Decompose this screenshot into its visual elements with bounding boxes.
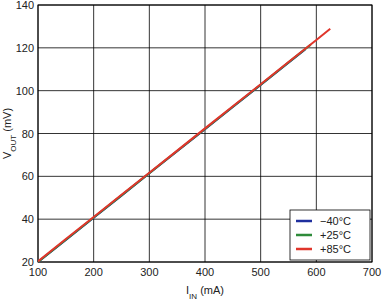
y-tick-label: 120: [16, 42, 34, 54]
label-part: (mA): [197, 284, 224, 296]
x-tick-label: 200: [84, 266, 102, 278]
x-tick-label: 700: [363, 266, 381, 278]
label-part: OUT: [9, 135, 18, 152]
y-tick-label: 100: [16, 85, 34, 97]
label-part: (mV): [1, 108, 13, 135]
x-axis-label: IIN (mA): [186, 284, 224, 300]
y-tick-label: 80: [22, 128, 34, 140]
x-tick-label: 300: [140, 266, 158, 278]
grid-line-y: [38, 176, 372, 177]
legend-label: +25°C: [320, 229, 351, 241]
grid-line-y: [38, 90, 372, 91]
lines: [38, 29, 330, 262]
legend-swatch: [296, 248, 312, 251]
series-line: [38, 29, 330, 262]
y-tick-label: 140: [16, 0, 34, 11]
legend-swatch: [296, 234, 312, 237]
x-tick-label: 400: [196, 266, 214, 278]
x-tick-label: 600: [307, 266, 325, 278]
grid-line-y: [38, 133, 372, 134]
legend-swatch: [296, 220, 312, 223]
label-part: IN: [189, 292, 197, 300]
y-axis-label: VOUT (mV): [1, 108, 18, 159]
grid-line-y: [38, 47, 372, 48]
y-tick-label: 40: [22, 213, 34, 225]
legend-label: +85°C: [320, 243, 351, 255]
y-tick-label: 20: [22, 256, 34, 268]
y-tick-label: 60: [22, 170, 34, 182]
legend: −40°C +25°C +85°C: [290, 210, 370, 260]
x-tick-label: 500: [251, 266, 269, 278]
plot-frame: [38, 5, 372, 262]
legend-label: −40°C: [320, 215, 351, 227]
chart: 10020030040050060070020406080100120140II…: [0, 0, 382, 300]
grid: [38, 5, 372, 262]
legend-box: [290, 210, 370, 260]
